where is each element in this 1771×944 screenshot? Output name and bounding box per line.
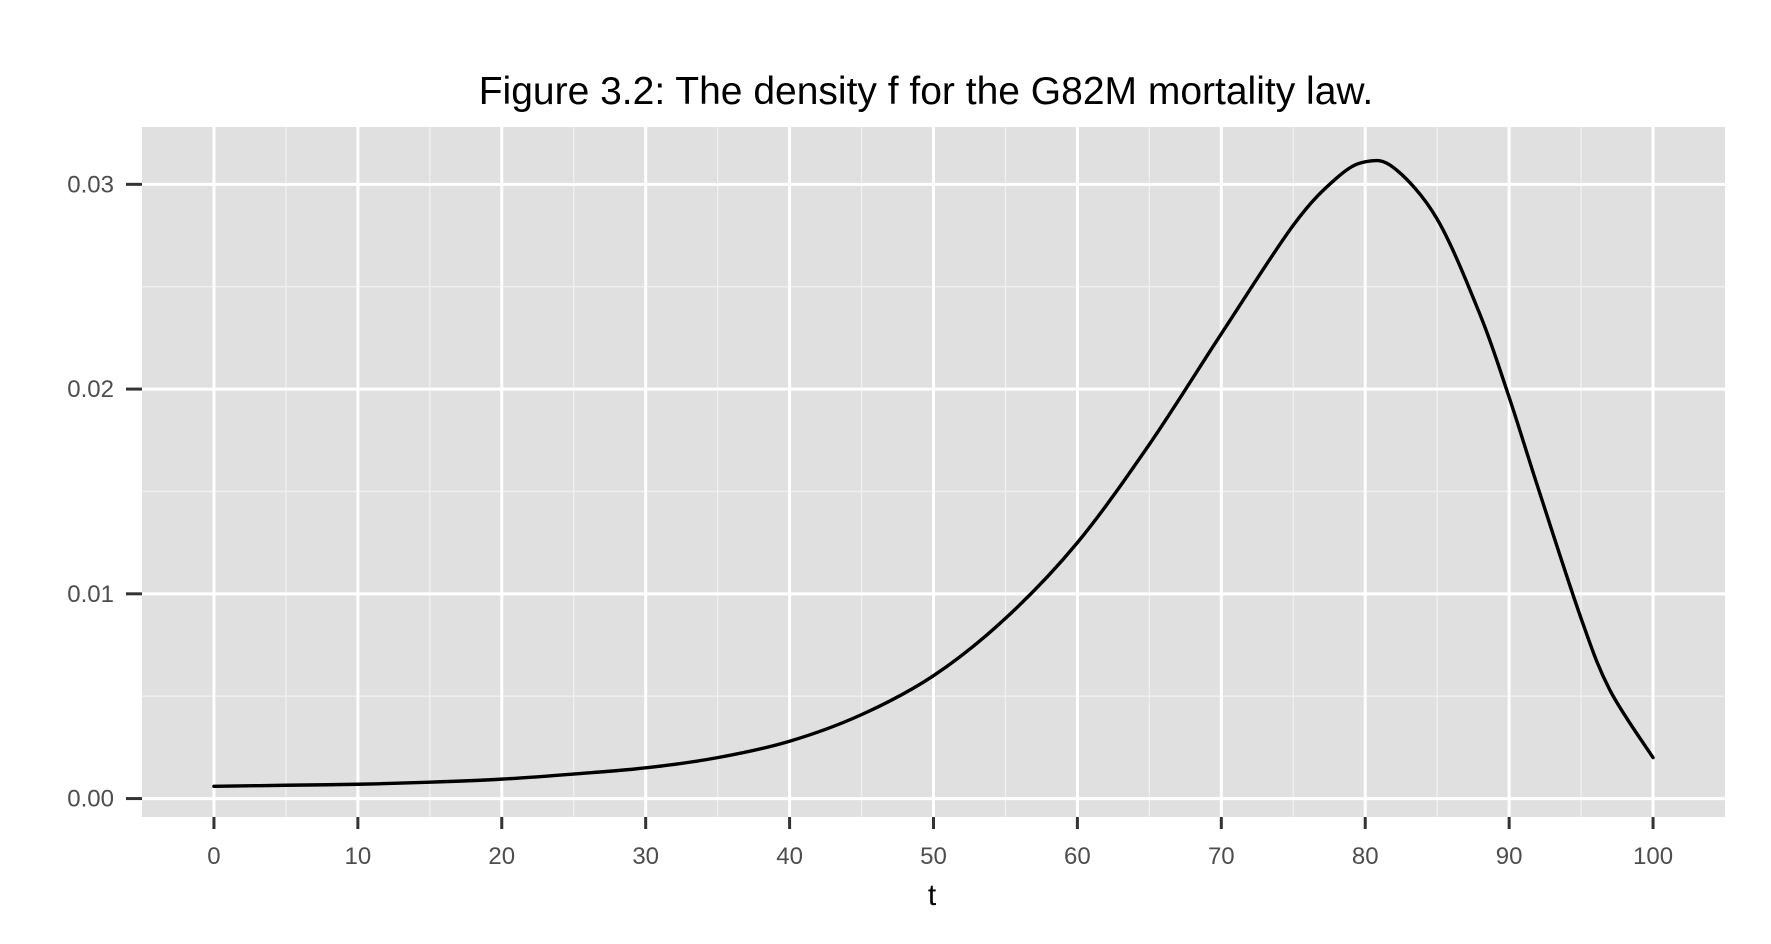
y-tick-label: 0.02 <box>67 376 114 403</box>
x-axis-title: t <box>928 879 937 912</box>
chart-title: Figure 3.2: The density f for the G82M m… <box>479 70 1374 113</box>
x-tick-label: 30 <box>632 843 659 870</box>
x-tick-label: 90 <box>1496 843 1523 870</box>
x-tick-label: 70 <box>1208 843 1235 870</box>
x-tick-label: 10 <box>345 843 372 870</box>
series-layer <box>212 158 1655 788</box>
x-tick-label: 80 <box>1352 843 1379 870</box>
x-tick-label: 0 <box>207 843 220 870</box>
x-axis-title-group: t <box>928 879 937 912</box>
y-tick-label: 0.01 <box>67 581 114 608</box>
x-tick-label: 60 <box>1064 843 1091 870</box>
axes: 0 10 20 30 40 50 60 70 80 90 100 0.00 0.01 0.02 0.03 <box>67 171 1673 870</box>
x-tick-label: 100 <box>1633 843 1673 870</box>
chart-title-group: Figure 3.2: The density f for the G82M m… <box>479 70 1374 113</box>
y-tick-label: 0.00 <box>67 786 114 813</box>
x-tick-label: 50 <box>920 843 947 870</box>
y-tick-label: 0.03 <box>67 171 114 198</box>
x-tick-label: 40 <box>776 843 803 870</box>
density-line <box>212 158 1655 788</box>
plot-panel <box>142 127 1725 817</box>
x-tick-label: 20 <box>488 843 515 870</box>
